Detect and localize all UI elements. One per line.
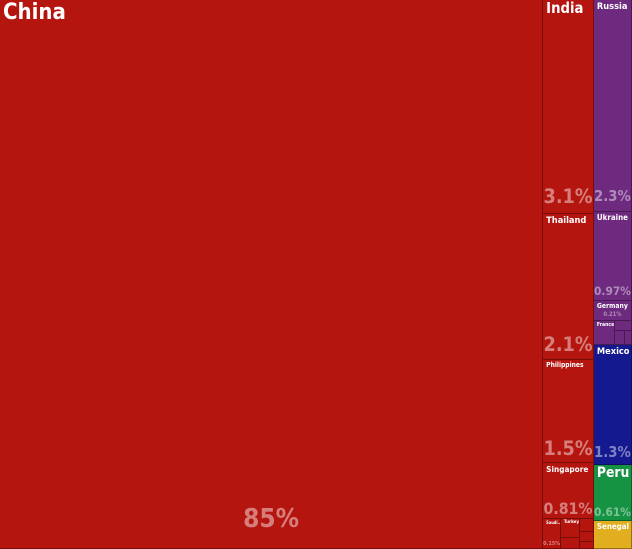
tile-percent: 85% xyxy=(243,503,300,534)
tile-percent: 1.3% xyxy=(594,443,631,461)
tile-label: Singapore xyxy=(546,464,589,475)
tile-unlabeled[interactable] xyxy=(579,519,594,532)
tile-philippines[interactable]: Philippines 1.5% xyxy=(543,359,594,464)
tile-saudi[interactable]: Saudi... 0.15% xyxy=(543,519,561,549)
tile-label: Peru xyxy=(596,465,630,482)
tile-label: Russia xyxy=(596,1,628,12)
tile-india[interactable]: India 3.1% xyxy=(543,0,594,215)
tile-label: Turkey xyxy=(563,520,580,526)
tile-percent: 3.1% xyxy=(543,185,593,209)
tile-unlabeled[interactable] xyxy=(615,330,625,346)
tile-percent: 0.21% xyxy=(603,311,622,318)
tile-label: Mexico xyxy=(596,346,630,358)
tile-percent: 1.5% xyxy=(543,437,593,461)
tile-label: Thailand xyxy=(546,215,587,227)
tile-label: Ukraine xyxy=(596,212,628,222)
tile-unlabeled[interactable] xyxy=(560,537,580,549)
tile-mexico[interactable]: Mexico 1.3% xyxy=(593,345,632,466)
tile-peru[interactable]: Peru 0.61% xyxy=(593,465,632,522)
tile-label: Senegal xyxy=(596,522,629,532)
tile-label: Saudi... xyxy=(546,520,561,526)
tile-label: Germany xyxy=(596,302,628,311)
tile-singapore[interactable]: Singapore 0.81% xyxy=(543,463,594,520)
tile-percent: 0.61% xyxy=(594,504,631,519)
tile-percent: 2.3% xyxy=(594,187,631,205)
tile-turkey[interactable]: Turkey xyxy=(560,519,580,538)
tile-ukraine[interactable]: Ukraine 0.97% xyxy=(593,211,632,302)
tile-thailand[interactable]: Thailand 2.1% xyxy=(543,214,594,360)
tile-percent: 0.81% xyxy=(543,498,593,518)
tile-unlabeled[interactable] xyxy=(579,541,594,549)
tile-percent: 2.1% xyxy=(543,332,593,356)
tile-unlabeled[interactable] xyxy=(615,320,632,331)
tile-label: China xyxy=(3,0,66,25)
tile-unlabeled[interactable] xyxy=(579,531,594,542)
tile-china[interactable]: China 85% xyxy=(0,0,544,549)
tile-senegal[interactable]: Senegal xyxy=(593,521,632,549)
tile-label: Philippines xyxy=(546,360,584,369)
tile-russia[interactable]: Russia 2.3% xyxy=(593,0,632,212)
tile-percent: 0.97% xyxy=(594,283,631,298)
tile-france[interactable]: France xyxy=(593,320,616,346)
tile-label: India xyxy=(546,0,584,17)
tile-unlabeled[interactable] xyxy=(624,330,632,346)
tile-percent: 0.15% xyxy=(543,540,561,547)
tile-germany[interactable]: Germany 0.21% xyxy=(593,301,632,321)
tile-label: France xyxy=(596,321,615,328)
